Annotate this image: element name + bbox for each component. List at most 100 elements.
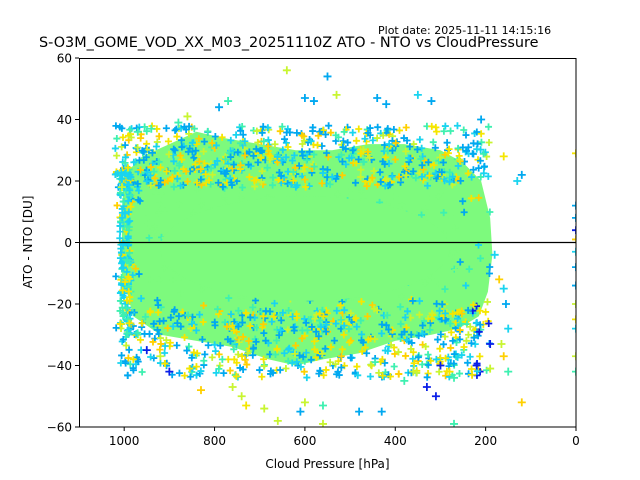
cloud-marker — [296, 351, 304, 359]
cloud-marker — [186, 373, 194, 381]
cloud-marker — [134, 143, 142, 151]
cloud-marker — [249, 351, 257, 359]
cloud-marker — [155, 158, 163, 166]
cloud-marker — [138, 147, 146, 155]
cloud-marker — [357, 150, 365, 158]
cloud-marker — [427, 194, 435, 202]
cloud-marker — [259, 320, 267, 328]
cloud-marker — [358, 330, 366, 338]
cloud-marker — [155, 209, 163, 217]
cloud-marker — [311, 315, 319, 323]
cloud-marker — [112, 272, 120, 280]
cloud-marker — [441, 122, 449, 130]
cloud-marker — [464, 331, 472, 339]
cloud-marker — [302, 319, 310, 327]
cloud-marker — [390, 363, 398, 371]
cloud-marker — [260, 137, 268, 145]
cloud-marker — [391, 156, 399, 164]
cloud-marker — [315, 370, 323, 378]
cloud-marker — [437, 330, 445, 338]
cloud-marker — [119, 286, 127, 294]
cloud-marker — [193, 152, 201, 160]
cloud-marker — [182, 167, 190, 175]
cloud-marker — [238, 352, 246, 360]
scatter-point — [117, 183, 126, 192]
cloud-marker — [197, 176, 205, 184]
cloud-marker — [441, 309, 449, 317]
cloud-marker — [188, 139, 196, 147]
cloud-marker — [149, 338, 157, 346]
scatter-point — [572, 315, 576, 324]
cloud-marker — [376, 168, 384, 176]
cloud-marker — [322, 321, 330, 329]
cloud-marker — [237, 191, 244, 199]
cloud-marker — [310, 163, 318, 171]
cloud-marker — [316, 310, 324, 318]
scatter-point — [400, 376, 409, 385]
cloud-marker — [156, 346, 164, 354]
cloud-marker — [238, 184, 246, 192]
cloud-marker — [197, 201, 205, 209]
cloud-marker — [337, 301, 345, 309]
cloud-marker — [245, 161, 253, 169]
cloud-marker — [382, 153, 390, 161]
cloud-marker — [260, 329, 268, 337]
cloud-marker — [322, 328, 330, 336]
cloud-marker — [228, 164, 236, 172]
cloud-marker — [426, 326, 434, 334]
cloud-marker — [395, 173, 403, 181]
cloud-marker — [395, 126, 403, 134]
cloud-marker — [310, 337, 318, 345]
cloud-marker — [485, 138, 493, 146]
cloud-marker — [252, 145, 260, 153]
cloud-marker — [467, 339, 475, 347]
cloud-marker — [230, 355, 238, 363]
cloud-marker — [475, 194, 483, 202]
cloud-marker — [385, 140, 393, 148]
cloud-marker — [194, 185, 202, 193]
cloud-marker — [379, 372, 387, 380]
cloud-marker — [129, 271, 137, 279]
scatter-point — [282, 66, 291, 75]
cloud-marker — [303, 326, 311, 334]
cloud-marker — [275, 331, 283, 339]
cloud-marker — [322, 130, 330, 138]
cloud-marker — [230, 161, 238, 169]
cloud-marker — [254, 138, 262, 146]
cloud-marker — [271, 350, 279, 358]
cloud-marker — [232, 131, 240, 139]
cloud-marker — [442, 372, 450, 380]
scatter-point — [355, 407, 364, 416]
cloud-marker — [409, 355, 417, 363]
cloud-marker — [264, 136, 272, 144]
cloud-marker — [352, 159, 360, 167]
scatter-point — [572, 235, 576, 244]
cloud-marker — [440, 340, 448, 348]
cloud-marker — [306, 148, 314, 156]
cloud-marker — [239, 333, 247, 341]
cloud-marker — [188, 320, 196, 328]
cloud-marker — [121, 141, 129, 149]
cloud-marker — [364, 148, 372, 156]
cloud-marker — [273, 153, 281, 161]
cloud-marker — [340, 322, 348, 330]
cloud-marker — [300, 137, 308, 145]
cloud-marker — [264, 124, 272, 132]
scatter-point — [572, 281, 576, 290]
cloud-marker — [385, 326, 393, 334]
cloud-marker — [476, 307, 484, 315]
cloud-marker — [129, 355, 137, 363]
cloud-marker — [124, 273, 132, 281]
cloud-marker — [162, 124, 170, 132]
cloud-marker — [121, 159, 129, 167]
cloud-marker — [282, 364, 290, 372]
cloud-marker — [352, 314, 360, 322]
scatter-point — [332, 90, 341, 99]
cloud-marker — [314, 132, 322, 140]
cloud-marker — [408, 296, 416, 304]
scatter-point — [260, 404, 269, 413]
cloud-marker — [193, 179, 201, 187]
cloud-marker — [116, 222, 124, 230]
cloud-marker — [410, 359, 418, 367]
cloud-marker — [143, 177, 151, 185]
